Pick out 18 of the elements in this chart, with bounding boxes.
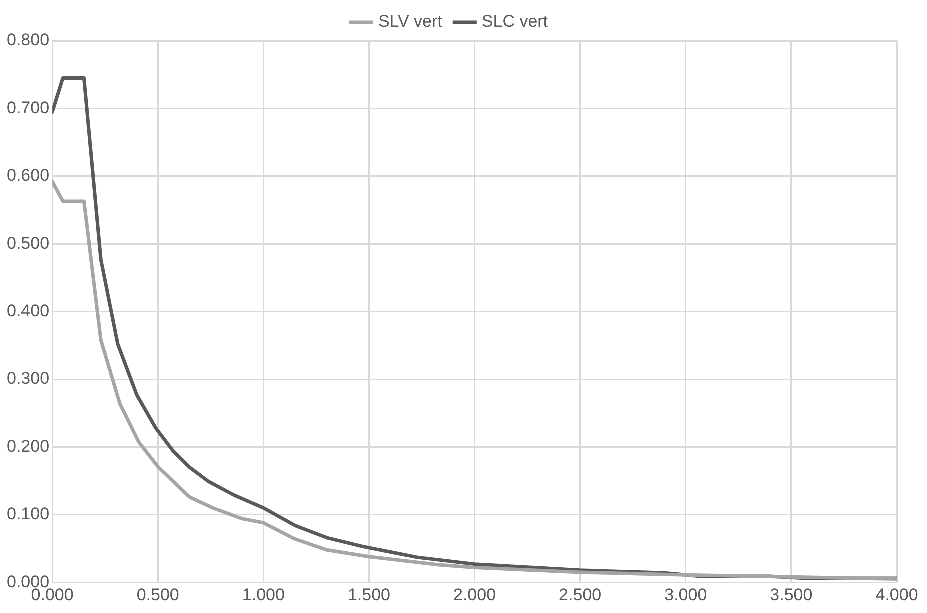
y-tick-label: 0.800	[6, 30, 50, 50]
y-tick-label: 0.600	[6, 166, 50, 186]
y-tick-label: 0.200	[6, 436, 50, 456]
y-tick-label: 0.100	[6, 504, 50, 524]
y-tick-label: 0.400	[6, 301, 50, 320]
x-tick-label: 1.000	[242, 585, 285, 604]
x-tick-label: 3.500	[770, 585, 813, 604]
legend-label: SLC vert	[482, 12, 548, 32]
x-tick-label: 1.500	[348, 585, 390, 604]
x-tick-label: 4.000	[876, 585, 918, 604]
y-tick-label: 0.700	[6, 98, 50, 118]
y-tick-label: 0.500	[6, 234, 50, 253]
x-tick-label: 0.500	[136, 585, 180, 604]
x-tick-label: 2.000	[453, 585, 496, 604]
y-tick-label: 0.300	[6, 369, 50, 388]
legend-label: SLV vert	[378, 12, 443, 32]
x-tick-label: 2.500	[559, 585, 602, 604]
x-tick-label: 3.000	[664, 585, 708, 604]
